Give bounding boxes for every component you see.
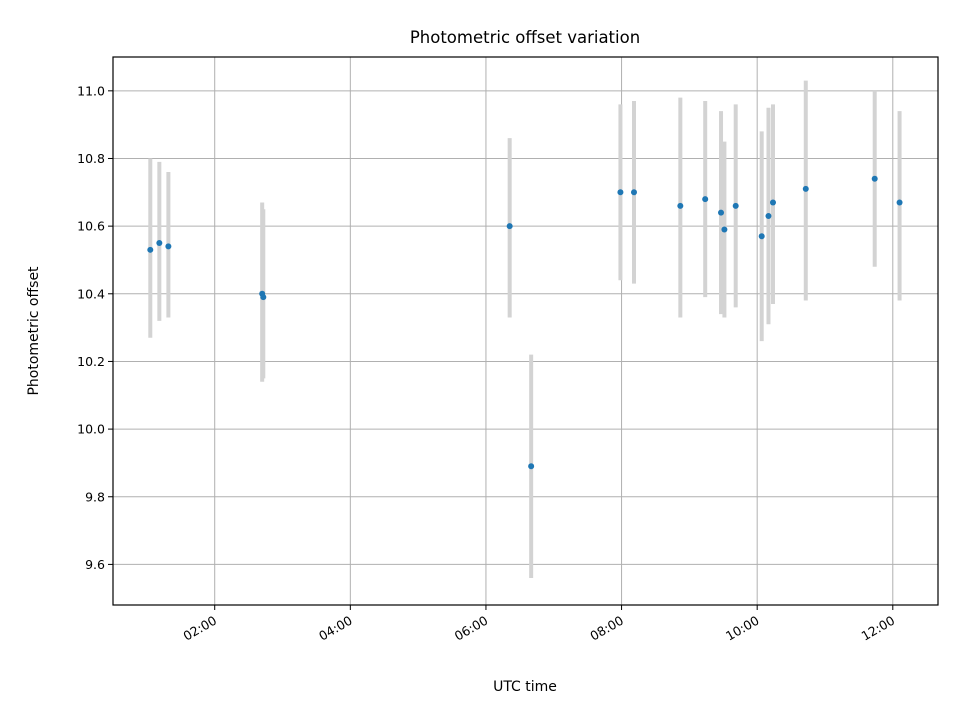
data-point xyxy=(802,185,809,192)
x-tick-label: 12:00 xyxy=(859,613,898,644)
data-point xyxy=(165,243,172,250)
y-tick-label: 10.8 xyxy=(77,151,105,166)
data-point xyxy=(630,189,637,196)
y-axis-label: Photometric offset xyxy=(26,266,42,396)
x-axis-label: UTC time xyxy=(493,679,557,695)
x-tick-label: 10:00 xyxy=(723,613,762,644)
grid-lines xyxy=(113,57,938,605)
data-point xyxy=(718,209,725,216)
data-point xyxy=(871,175,878,182)
data-point xyxy=(702,196,709,203)
y-tick-label: 11.0 xyxy=(77,83,105,98)
y-tick-label: 10.2 xyxy=(77,354,105,369)
data-point xyxy=(506,223,513,230)
chart-title: Photometric offset variation xyxy=(410,28,640,47)
plot-frame xyxy=(112,56,939,606)
y-tick-label: 10.0 xyxy=(77,422,105,437)
data-point xyxy=(147,246,154,253)
data-points xyxy=(147,80,903,578)
data-point xyxy=(896,199,903,206)
data-point xyxy=(260,294,267,301)
x-tick-label: 08:00 xyxy=(587,613,626,644)
y-tick-label: 9.6 xyxy=(85,557,105,572)
data-point xyxy=(156,240,163,247)
data-point xyxy=(758,233,765,240)
x-tick-label: 04:00 xyxy=(316,613,355,644)
y-tick-label: 10.4 xyxy=(77,286,105,301)
data-point xyxy=(528,463,535,470)
y-tick-label: 9.8 xyxy=(85,489,105,504)
x-tick-label: 06:00 xyxy=(452,613,491,644)
data-point xyxy=(770,199,776,206)
data-point xyxy=(732,202,739,209)
data-point xyxy=(765,212,772,219)
data-point xyxy=(617,189,624,196)
data-point xyxy=(721,226,728,233)
x-tick-label: 02:00 xyxy=(181,613,220,644)
data-point xyxy=(677,202,684,209)
y-tick-label: 10.6 xyxy=(77,219,105,234)
